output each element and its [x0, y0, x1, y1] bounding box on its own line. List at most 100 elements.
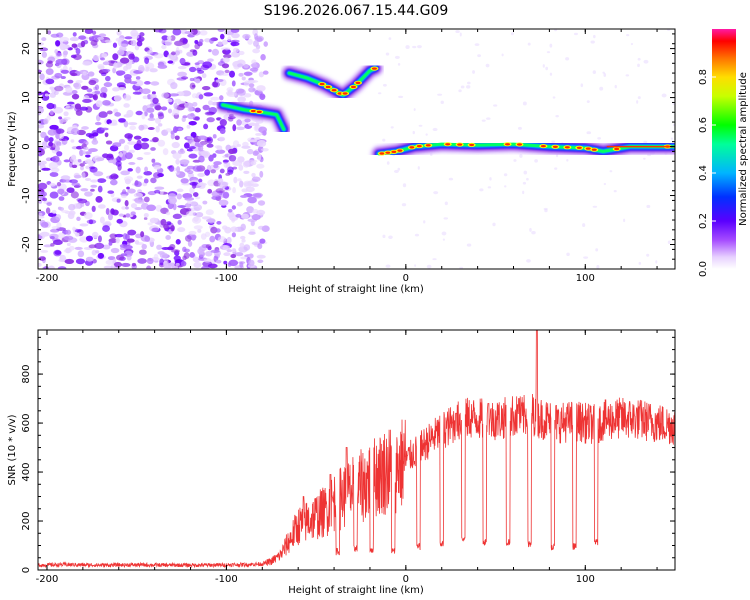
noise-speckle [124, 200, 129, 207]
noise-speckle [242, 160, 250, 168]
noise-speckle [197, 145, 204, 152]
noise-speckle [65, 247, 71, 254]
noise-speckle [155, 125, 160, 133]
noise-speckle [97, 185, 103, 193]
noise-speckle [123, 73, 132, 80]
noise-speckle [222, 57, 230, 63]
noise-speckle [115, 160, 122, 167]
noise-speckle [597, 137, 602, 140]
noise-speckle [159, 258, 165, 266]
noise-speckle [83, 212, 93, 220]
noise-speckle [172, 152, 182, 160]
noise-speckle [100, 86, 108, 94]
noise-speckle [116, 156, 122, 163]
noise-speckle [240, 194, 248, 198]
noise-speckle [130, 39, 137, 47]
noise-speckle [72, 32, 77, 37]
noise-speckle [38, 69, 43, 73]
noise-speckle [592, 70, 597, 75]
noise-speckle [485, 63, 490, 68]
noise-speckle [40, 250, 49, 253]
noise-speckle [211, 195, 221, 201]
noise-speckle [88, 219, 94, 225]
snr-ticks: -200 -100 0 100 0 200 400 600 800 [21, 330, 675, 585]
noise-speckle [243, 181, 252, 188]
noise-speckle [193, 204, 202, 211]
noise-speckle [108, 159, 116, 164]
noise-speckle [102, 153, 109, 159]
noise-speckle [203, 258, 212, 263]
noise-speckle [63, 159, 71, 163]
noise-speckle [85, 132, 94, 137]
noise-speckle [89, 166, 96, 170]
noise-speckle [215, 259, 222, 264]
spectrogram-ytick-label: -20 [21, 236, 32, 252]
track-hotspot-core [355, 81, 361, 85]
noise-speckle [222, 49, 227, 55]
noise-speckle [178, 127, 183, 132]
noise-speckle [125, 152, 133, 160]
snr-ytick-label: 200 [21, 511, 32, 530]
noise-speckle [205, 244, 212, 249]
noise-speckle [70, 54, 77, 59]
noise-speckle [523, 170, 528, 175]
noise-speckle [184, 202, 192, 208]
noise-speckle [418, 124, 423, 127]
noise-speckle [114, 112, 122, 117]
noise-speckle [201, 265, 210, 269]
noise-speckle [174, 50, 180, 56]
noise-speckle [75, 47, 81, 55]
noise-speckle [232, 47, 239, 53]
noise-speckle [141, 243, 147, 250]
noise-speckle [202, 200, 208, 205]
noise-speckle [195, 196, 201, 200]
track-hotspot-core [540, 144, 546, 148]
noise-speckle [97, 235, 102, 243]
noise-speckle [100, 72, 107, 77]
noise-speckle [117, 38, 122, 46]
noise-speckle [104, 39, 112, 44]
noise-speckle [595, 248, 599, 252]
noise-speckle [172, 213, 183, 220]
noise-speckle [102, 100, 111, 106]
noise-speckle [174, 135, 180, 141]
noise-speckle [84, 191, 93, 197]
noise-speckle [141, 112, 146, 120]
noise-speckle [105, 140, 113, 145]
snr-ylabel: SNR (10 * v/v) [7, 414, 18, 485]
snr-ytick-label: 400 [21, 462, 32, 481]
noise-speckle [108, 122, 118, 126]
noise-speckle [261, 148, 269, 152]
noise-speckle [252, 48, 261, 54]
track-hotspot-core [351, 85, 357, 89]
noise-speckle [118, 151, 123, 158]
noise-speckle [59, 43, 67, 51]
noise-speckle [217, 29, 225, 33]
noise-speckle [174, 259, 182, 263]
noise-speckle [112, 42, 118, 48]
noise-speckle [73, 82, 80, 88]
noise-speckle [129, 81, 138, 85]
track-hotspot-core [416, 144, 422, 148]
noise-speckle [240, 256, 249, 260]
colorbar: 0.0 0.2 0.4 0.6 0.8 Normalized spectral ampl… [698, 29, 749, 277]
noise-speckle [248, 159, 258, 163]
noise-speckle [218, 136, 226, 142]
noise-speckle [417, 45, 422, 49]
noise-speckle [103, 265, 114, 269]
noise-speckle [549, 43, 553, 48]
noise-speckle [105, 75, 111, 82]
noise-speckle [71, 43, 78, 48]
noise-speckle [175, 262, 180, 266]
noise-speckle [136, 156, 144, 161]
noise-speckle [91, 139, 99, 145]
noise-speckle [529, 227, 532, 232]
noise-speckle [257, 200, 266, 206]
noise-speckle [72, 226, 76, 232]
noise-speckle [182, 115, 188, 119]
noise-speckle [152, 97, 159, 104]
noise-speckle [177, 227, 186, 233]
noise-speckle [183, 142, 190, 149]
noise-speckle [153, 172, 161, 179]
noise-speckle [222, 245, 231, 251]
